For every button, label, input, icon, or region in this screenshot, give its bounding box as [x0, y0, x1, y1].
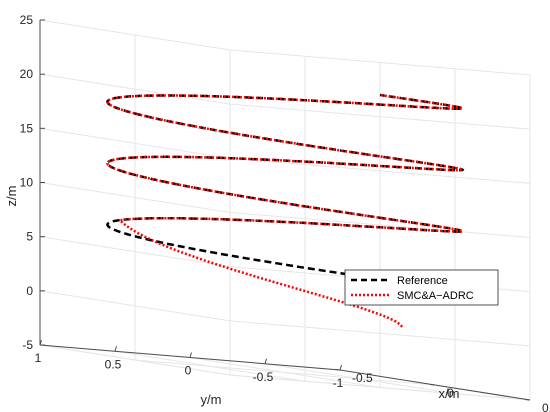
z-tick-label: 15	[20, 121, 34, 135]
grid-line	[229, 212, 531, 238]
y-tick-mark	[189, 352, 192, 358]
x-tick-label: 0	[447, 386, 454, 400]
y-tick-label: 0	[185, 364, 192, 378]
legend-label-smc-adrc: SMC&A−ADRC	[397, 290, 474, 302]
x-tick-label: 0.5	[542, 401, 550, 412]
y-tick-label: -0.5	[253, 370, 274, 384]
grid-line	[39, 182, 231, 213]
z-tick-label: 0	[26, 284, 33, 298]
y-tick-mark	[114, 346, 117, 352]
tick-labels: -5 0 5 10 15 20 25 1 0.5 0 -0.5 -1 -0.5 0 0.5	[20, 13, 550, 412]
grid-line	[229, 49, 531, 76]
y-tick-label: 1	[35, 351, 42, 365]
legend: Reference SMC&A−ADRC	[344, 269, 499, 306]
y-tick-mark	[339, 364, 342, 371]
y-tick-label: 0.5	[105, 357, 122, 371]
series-lines	[106, 93, 465, 328]
z-tick-label: -5	[22, 338, 33, 352]
x-axis-label: x/m	[439, 386, 460, 401]
grid-line	[39, 236, 231, 268]
x-tick-label: -0.5	[352, 371, 373, 385]
grid-line	[229, 157, 531, 184]
grid-line	[229, 320, 531, 347]
grid-line	[114, 350, 306, 382]
grid-line	[39, 73, 231, 105]
z-tick-label: 20	[20, 67, 34, 81]
series-reference-line	[106, 93, 465, 281]
z-tick-label: 10	[20, 176, 34, 190]
z-axis-label: z/m	[4, 186, 19, 207]
x-tick-mark	[524, 399, 531, 401]
grid-line	[39, 344, 231, 376]
y-axis-label: y/m	[201, 392, 222, 407]
grid-lines	[39, 19, 531, 401]
legend-box	[344, 269, 499, 306]
grid-line	[229, 374, 531, 401]
y-tick-mark	[39, 339, 42, 346]
grid-line	[229, 103, 531, 130]
grid-line	[264, 363, 456, 395]
axes-box-edges	[39, 19, 531, 401]
x-tick-mark	[429, 384, 436, 386]
grid-line	[39, 290, 231, 322]
z-tick-label: 5	[26, 230, 33, 244]
y-tick-mark	[264, 358, 267, 364]
x-tick-mark	[334, 369, 341, 371]
z-tick-label: 25	[20, 13, 34, 27]
legend-label-reference: Reference	[397, 275, 448, 287]
grid-line	[39, 19, 231, 51]
y-tick-label: -1	[333, 376, 344, 390]
grid-line	[189, 357, 381, 388]
grid-line	[39, 127, 231, 159]
series-smc-adrc-line	[106, 93, 465, 328]
